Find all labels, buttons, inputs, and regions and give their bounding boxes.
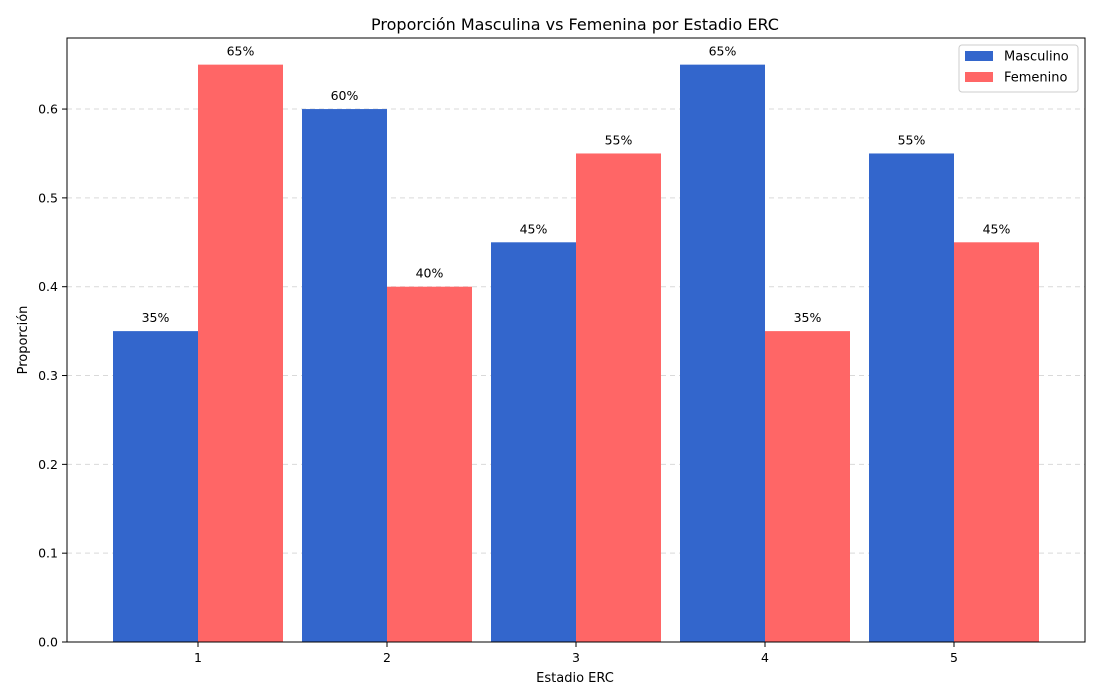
x-axis-ticks: 1 2 3 4 5 [194, 642, 958, 665]
y-tick-label: 0.3 [38, 368, 58, 383]
legend-label-masculino: Masculino [1004, 50, 1069, 65]
y-tick-label: 0.5 [38, 190, 58, 205]
bar-femenino-2 [387, 286, 472, 642]
x-axis-label: Estadio ERC [536, 671, 614, 686]
bar-value-label: 60% [331, 88, 359, 103]
bar-masculino-5 [869, 153, 954, 642]
x-tick-label: 5 [950, 650, 958, 665]
bar-value-label: 55% [898, 132, 926, 147]
legend: Masculino Femenino [958, 44, 1079, 93]
x-tick-label: 3 [572, 650, 580, 665]
bar-value-label: 55% [605, 132, 633, 147]
x-tick-label: 4 [761, 650, 769, 665]
y-tick-label: 0.2 [38, 457, 58, 472]
legend-swatch-femenino [965, 72, 993, 82]
legend-label-femenino: Femenino [1004, 71, 1068, 86]
bar-masculino-3 [491, 242, 576, 642]
bar-femenino-4 [765, 331, 850, 642]
bar-masculino-1 [113, 331, 198, 642]
bar-value-label: 40% [416, 266, 444, 281]
y-axis-label: Proporción [16, 306, 31, 375]
y-axis-ticks: 0.0 0.1 0.2 0.3 0.4 0.5 0.6 [38, 102, 67, 650]
bar-femenino-1 [198, 64, 283, 643]
y-tick-label: 0.4 [38, 279, 58, 294]
bar-value-label: 35% [142, 310, 170, 325]
bar-value-label: 45% [983, 221, 1011, 236]
bar-value-label: 45% [520, 221, 548, 236]
y-tick-label: 0.1 [38, 546, 58, 561]
x-tick-label: 2 [383, 650, 391, 665]
chart-title: Proporción Masculina vs Femenina por Est… [371, 15, 779, 34]
legend-swatch-masculino [965, 51, 993, 61]
bar-value-labels: 35% 65% 60% 40% 45% 55% 65% 35% 55% 45% [142, 44, 1011, 325]
bar-value-label: 65% [709, 44, 737, 59]
bar-value-label: 65% [227, 44, 255, 59]
bar-femenino-3 [576, 153, 661, 642]
bar-value-label: 35% [794, 310, 822, 325]
bar-masculino-4 [680, 64, 765, 643]
x-tick-label: 1 [194, 650, 202, 665]
bar-masculino-2 [302, 109, 387, 642]
y-tick-label: 0.6 [38, 102, 58, 117]
bar-femenino-5 [954, 242, 1039, 642]
y-tick-label: 0.0 [38, 635, 58, 650]
bars [113, 64, 1039, 643]
